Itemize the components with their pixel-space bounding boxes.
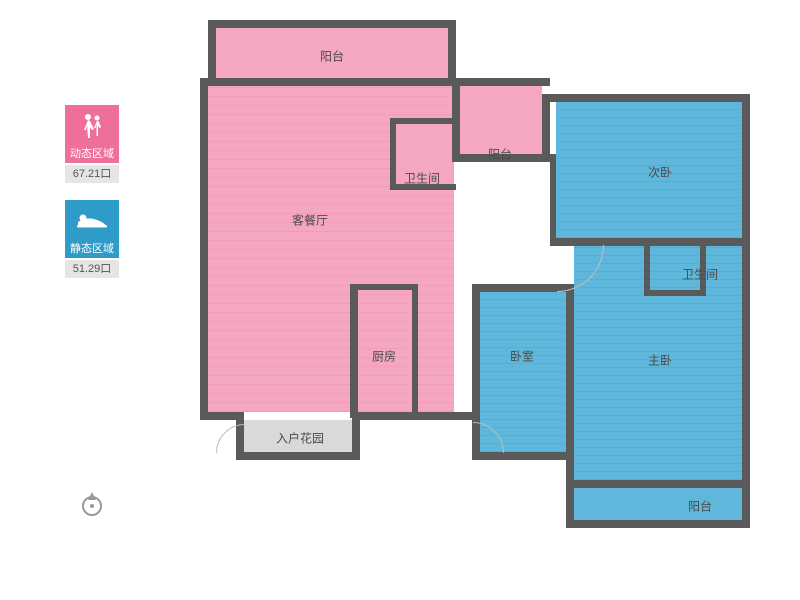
wall-segment xyxy=(550,94,750,102)
legend-dynamic: 动态区域 67.21口 xyxy=(65,105,119,183)
room-label-second_bed: 次卧 xyxy=(648,164,672,181)
wall-segment xyxy=(350,284,358,418)
wall-segment xyxy=(542,94,550,162)
room-label-bedroom: 卧室 xyxy=(510,348,534,365)
wall-segment xyxy=(200,78,208,420)
wall-segment xyxy=(208,20,216,78)
room-label-balcony_mid: 阳台 xyxy=(488,146,512,163)
legend-static-value: 51.29口 xyxy=(65,260,119,278)
floorplan-canvas: 动态区域 67.21口 静态区域 51.29口 阳台客餐厅卫生间阳台厨房入户花园… xyxy=(0,0,800,600)
wall-segment xyxy=(208,20,456,28)
legend-dynamic-value: 67.21口 xyxy=(65,165,119,183)
room-label-wc2: 卫生间 xyxy=(682,266,718,283)
room-label-living: 客餐厅 xyxy=(292,212,328,229)
wall-segment xyxy=(412,284,418,418)
wall-segment xyxy=(350,284,418,290)
wall-segment xyxy=(550,154,556,244)
wall-segment xyxy=(452,78,550,86)
room-label-master_bed: 主卧 xyxy=(648,352,672,369)
wall-segment xyxy=(644,290,706,296)
sleep-icon-svg xyxy=(75,208,109,232)
room-label-balcony_top: 阳台 xyxy=(320,48,344,65)
compass-icon xyxy=(78,490,106,518)
room-label-entry_garden: 入户花园 xyxy=(276,430,324,447)
wall-segment xyxy=(452,78,460,162)
wall-segment xyxy=(390,118,452,124)
legend-dynamic-title: 动态区域 xyxy=(65,145,119,163)
room-balcony_mid xyxy=(460,86,542,154)
legend-static: 静态区域 51.29口 xyxy=(65,200,119,278)
wall-segment xyxy=(236,452,360,460)
wall-segment xyxy=(566,520,750,528)
legend-static-title: 静态区域 xyxy=(65,240,119,258)
wall-segment xyxy=(742,94,750,528)
people-icon xyxy=(65,105,119,145)
people-icon-svg xyxy=(77,112,107,138)
wall-segment xyxy=(448,20,456,78)
room-label-wc1: 卫生间 xyxy=(404,170,440,187)
room-label-kitchen: 厨房 xyxy=(372,348,396,365)
sleep-icon xyxy=(65,200,119,240)
floor-plan: 阳台客餐厅卫生间阳台厨房入户花园次卧卫生间卧室主卧阳台 xyxy=(200,20,760,580)
room-label-balcony_bot: 阳台 xyxy=(688,498,712,515)
wall-segment xyxy=(390,118,396,190)
wall-segment xyxy=(644,238,650,296)
room-bedroom xyxy=(480,292,566,452)
room-balcony_bot xyxy=(574,488,742,520)
wall-segment xyxy=(480,452,574,460)
wall-segment xyxy=(200,78,460,86)
wall-segment xyxy=(566,480,750,488)
wall-segment xyxy=(566,290,574,460)
